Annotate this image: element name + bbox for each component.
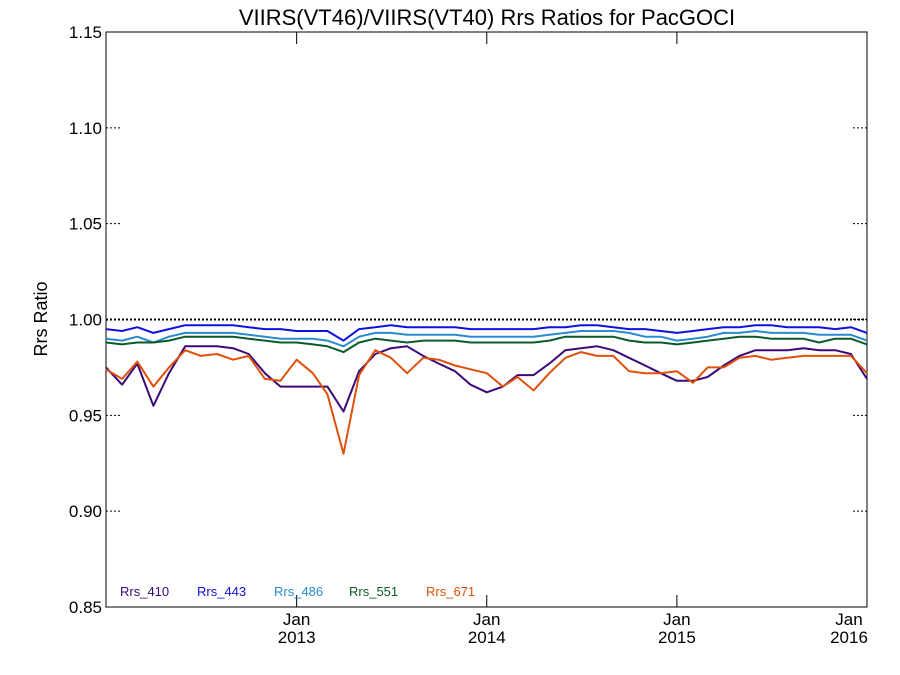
x-tick-month-label: Jan — [835, 610, 862, 629]
chart-title: VIIRS(VT46)/VIIRS(VT40) Rrs Ratios for P… — [239, 5, 735, 30]
legend: Rrs_410 Rrs_443 Rrs_486 Rrs_551 Rrs_671 — [120, 584, 475, 599]
y-tick-label: 1.05 — [69, 215, 102, 234]
y-axis: 0.85 0.90 0.95 1.00 1.05 1.10 1.15 — [69, 23, 867, 617]
legend-item-rrs-551: Rrs_551 — [349, 584, 398, 599]
legend-item-rrs-443: Rrs_443 — [197, 584, 246, 599]
series-line-rrs-671 — [105, 349, 868, 455]
x-tick-year-label: 2015 — [658, 628, 696, 647]
x-tick-year-label: 2014 — [468, 628, 506, 647]
series-line-rrs-486 — [105, 330, 868, 348]
x-tick-month-label: Jan — [663, 610, 690, 629]
legend-item-rrs-671: Rrs_671 — [426, 584, 475, 599]
series-line-rrs-443 — [105, 324, 868, 342]
y-tick-label: 0.95 — [69, 406, 102, 425]
series-line-rrs-410 — [105, 345, 868, 413]
legend-item-rrs-486: Rrs_486 — [274, 584, 323, 599]
series-line-rrs-551 — [105, 335, 868, 354]
series-group — [105, 324, 868, 455]
y-axis-label: Rrs Ratio — [31, 281, 51, 356]
x-tick-year-label: 2013 — [278, 628, 316, 647]
y-tick-label: 1.00 — [69, 311, 102, 330]
legend-item-rrs-410: Rrs_410 — [120, 584, 169, 599]
x-tick-year-label: 2016 — [830, 628, 868, 647]
x-tick-month-label: Jan — [473, 610, 500, 629]
x-tick-month-label: Jan — [283, 610, 310, 629]
y-tick-label: 0.90 — [69, 502, 102, 521]
y-tick-label: 1.15 — [69, 23, 102, 42]
y-tick-label: 0.85 — [69, 598, 102, 617]
y-tick-label: 1.10 — [69, 119, 102, 138]
